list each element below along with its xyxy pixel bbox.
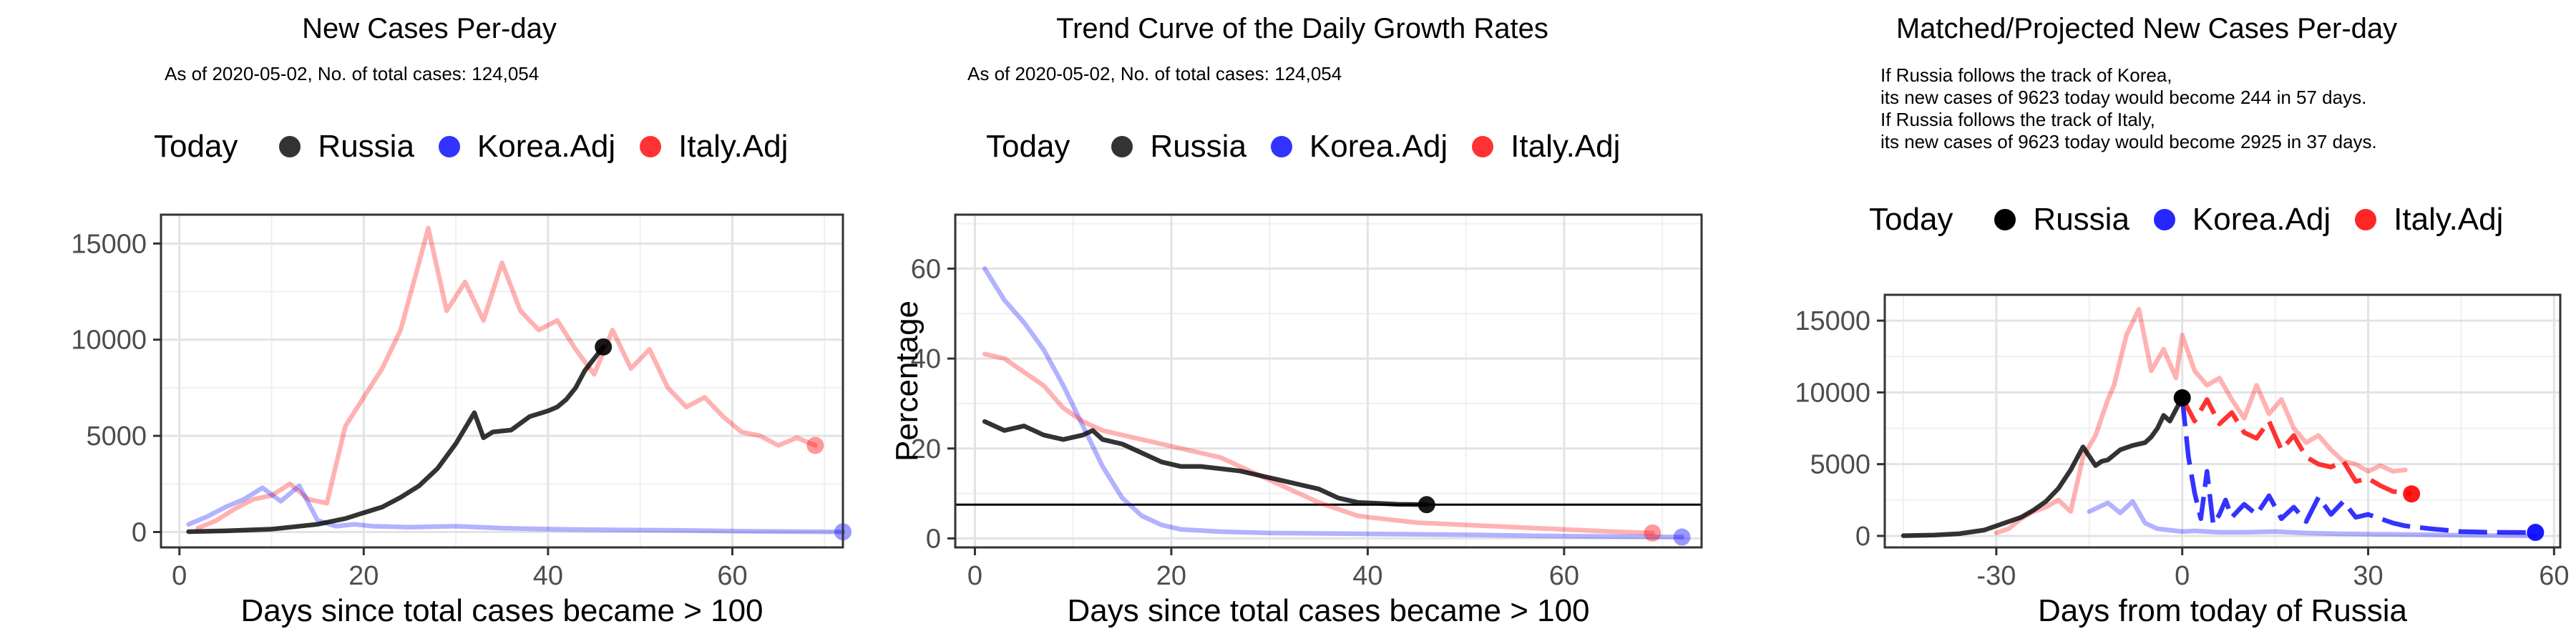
y-tick-label: 15000 [1795,306,1870,336]
x-tick-label: 20 [1156,561,1186,591]
x-axis-label: Days since total cases became > 100 [1067,593,1589,628]
legend-swatch-korea [438,136,460,157]
chart-annotation: If Russia follows the track of Korea, it… [1880,64,2377,153]
legend-label: Russia [1150,129,1246,164]
annotation-line: If Russia follows the track of Korea, [1880,64,2172,86]
x-tick-label: 0 [2175,561,2190,591]
x-tick-label: 60 [1549,561,1579,591]
legend-item-korea: Korea.Adj [1270,129,1448,165]
legend-title: Today [154,129,238,164]
legend-swatch-italy [2355,209,2377,230]
chart-legend: Today Russia Korea.Adj Italy.Adj [986,129,1620,165]
legend-label: Korea.Adj [2192,202,2331,237]
y-tick-label: 15000 [71,229,147,259]
y-tick-label: 0 [132,517,147,547]
today-point [806,436,824,454]
legend-swatch-russia [279,136,301,157]
chart-title: New Cases Per-day [302,13,557,44]
chart-plot: -30 0 30 60 0 5000 10000 15000 Days from today o… [1795,293,2569,628]
y-tick-label: 40 [911,344,941,374]
chart-title: Matched/Projected New Cases Per-day [1896,13,2398,44]
legend-label: Korea.Adj [1309,129,1448,164]
legend-swatch-korea [2153,209,2175,230]
legend-label: Italy.Adj [678,129,789,164]
y-tick-label: 5000 [86,421,147,452]
chart-subtitle: As of 2020-05-02, No. of total cases: 12… [165,63,540,84]
x-axis-label: Days since total cases became > 100 [240,593,763,628]
legend-swatch-italy [1472,136,1494,157]
today-point [1644,524,1662,542]
y-axis-label: Percentage [889,301,924,462]
today-point [2527,524,2545,542]
legend-item-korea: Korea.Adj [2153,202,2331,238]
y-tick-label: 5000 [1810,450,1870,480]
legend-swatch-italy [640,136,662,157]
x-tick-label: 0 [172,561,187,591]
plot-frame [1883,293,2562,549]
legend-label: Italy.Adj [1511,129,1621,164]
legend-swatch-russia [1111,136,1133,157]
annotation-line: its new cases of 9623 today would become… [1880,87,2367,108]
panel-new-cases: New Cases Per-day As of 2020-05-02, No. … [0,0,859,644]
legend-label: Italy.Adj [2394,202,2504,237]
series-line [2180,396,2412,497]
x-tick-label: 60 [2539,561,2569,591]
plot-frame [160,213,844,549]
y-tick-label: 20 [911,434,941,464]
x-tick-label: 30 [2353,561,2383,591]
legend-label: Russia [318,129,414,164]
series-line [2087,499,2538,539]
legend-item-russia: Russia [1111,129,1246,165]
today-point [1673,528,1691,546]
legend-label: Korea.Adj [477,129,616,164]
legend-item-italy: Italy.Adj [640,129,788,165]
legend-item-italy: Italy.Adj [2355,202,2503,238]
y-tick-label: 60 [911,254,941,284]
panel-growth-rates: Trend Curve of the Daily Growth Rates As… [859,0,1717,644]
series-line [1901,395,2185,538]
legend-swatch-korea [1270,136,1292,157]
y-tick-label: 0 [1855,522,1870,552]
legend-label: Russia [2033,202,2129,237]
series-line [982,419,1429,507]
chart-subtitle: As of 2020-05-02, No. of total cases: 12… [967,63,1342,84]
series-line [195,225,818,531]
legend-title: Today [1869,202,1953,237]
legend-item-russia: Russia [1994,202,2129,238]
x-tick-label: 60 [717,561,747,591]
chart-title: Trend Curve of the Daily Growth Rates [1056,13,1548,44]
series-line [982,351,1655,536]
x-axis-label: Days from today of Russia [2038,593,2407,628]
x-tick-label: 40 [1352,561,1382,591]
series-line [186,483,846,535]
today-point [1418,496,1435,514]
chart-legend: Today Russia Korea.Adj Italy.Adj [154,129,788,165]
today-point [2403,485,2421,503]
legend-item-italy: Italy.Adj [1472,129,1620,165]
x-tick-label: 20 [348,561,379,591]
y-tick-label: 10000 [1795,378,1870,408]
plot-frame [954,213,1703,549]
series-line [982,266,1684,540]
series-line [2180,397,2536,535]
legend-swatch-russia [1994,209,2016,230]
legend-item-korea: Korea.Adj [438,129,616,165]
legend-item-russia: Russia [279,129,414,165]
today-point [595,338,613,356]
legend-title: Today [986,129,1070,164]
annotation-line: If Russia follows the track of Italy, [1880,109,2155,130]
y-tick-label: 0 [926,524,941,554]
series-line [186,344,606,535]
annotation-line: its new cases of 9623 today would become… [1880,131,2377,152]
x-tick-label: -30 [1976,561,2016,591]
today-point [2173,389,2191,406]
series-line [1994,306,2408,536]
y-tick-label: 10000 [71,326,147,356]
chart-legend: Today Russia Korea.Adj Italy.Adj [1869,202,2503,238]
panel-matched-projected: Matched/Projected New Cases Per-day If R… [1717,0,2576,644]
x-tick-label: 40 [533,561,563,591]
chart-plot: 0 20 40 60 0 5000 10000 15000 Days since total c… [71,213,852,628]
x-tick-label: 0 [967,561,982,591]
